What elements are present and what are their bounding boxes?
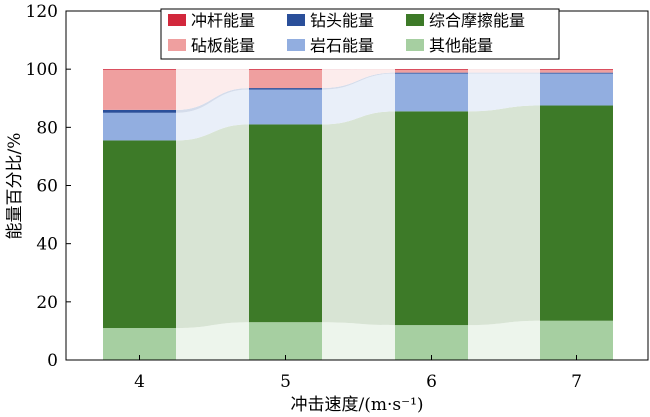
connector-band	[468, 105, 540, 326]
y-axis-title: 能量百分比/%	[5, 133, 25, 240]
bar-segment	[103, 328, 176, 360]
x-axis-title: 冲击速度/(m·s⁻¹)	[290, 395, 423, 415]
y-ticks: 0 20 40 60 80 100 120	[26, 2, 71, 371]
connector-band	[322, 69, 395, 70]
connector-band	[468, 72, 540, 74]
connector-band	[176, 89, 249, 141]
legend-swatch	[168, 14, 186, 26]
connector-band	[322, 69, 395, 89]
legend-label: 综合摩擦能量	[429, 11, 525, 30]
legend-label: 砧板能量	[191, 36, 255, 55]
connector-band	[322, 72, 395, 90]
bar-segment	[395, 69, 468, 70]
bar-segment	[249, 322, 322, 360]
y-tick-label: 100	[26, 60, 58, 80]
legend-label: 岩石能量	[310, 36, 374, 55]
bar-segment	[103, 112, 176, 141]
x-tick-label: 7	[571, 372, 582, 392]
bar-segment	[249, 69, 322, 89]
y-tick-label: 120	[26, 2, 58, 22]
connector-band	[468, 73, 540, 112]
x-tick-label: 5	[280, 372, 291, 392]
connector-band	[322, 73, 395, 125]
bars-layer	[103, 69, 613, 360]
bar-segment	[540, 72, 613, 74]
bar-segment	[395, 111, 468, 326]
connector-band	[468, 320, 540, 360]
legend-swatch	[168, 39, 186, 51]
x-tick-label: 6	[426, 372, 437, 392]
bar-segment	[249, 88, 322, 90]
connector-band	[176, 88, 249, 113]
connector-bands-layer	[176, 69, 540, 360]
y-tick-label: 60	[36, 177, 58, 197]
y-tick-label: 40	[36, 235, 58, 255]
bar-segment	[249, 124, 322, 323]
bar-segment	[540, 105, 613, 321]
bar-segment	[103, 109, 176, 113]
bar-segment	[540, 69, 613, 70]
bar-segment	[395, 72, 468, 74]
bar-segment	[395, 69, 468, 73]
legend-swatch	[406, 39, 424, 51]
bar-segment	[395, 325, 468, 360]
connector-band	[322, 322, 395, 360]
bar-segment	[540, 69, 613, 73]
legend-swatch	[287, 14, 305, 26]
connector-band	[176, 69, 249, 110]
bar-segment	[103, 69, 176, 70]
legend-swatch	[287, 39, 305, 51]
bar-segment	[540, 73, 613, 106]
bar-segment	[103, 69, 176, 110]
legend-frame	[160, 8, 560, 60]
bar-segment	[249, 69, 322, 70]
connector-band	[176, 322, 249, 360]
legend-label: 其他能量	[429, 36, 493, 55]
connector-band	[322, 111, 395, 326]
bar-segment	[540, 320, 613, 360]
x-ticks: 4 5 6 7	[134, 355, 582, 392]
x-tick-label: 4	[134, 372, 145, 392]
connector-band	[176, 124, 249, 329]
bar-segment	[395, 73, 468, 112]
legend-swatch	[406, 14, 424, 26]
y-tick-label: 80	[36, 118, 58, 138]
connector-band	[176, 69, 249, 70]
bar-segment	[249, 89, 322, 125]
y-tick-label: 20	[36, 293, 58, 313]
y-tick-label: 0	[47, 351, 58, 371]
connector-band	[468, 69, 540, 73]
bar-segment	[103, 140, 176, 329]
legend-label: 钻头能量	[310, 11, 374, 30]
legend-label: 冲杆能量	[191, 11, 255, 30]
